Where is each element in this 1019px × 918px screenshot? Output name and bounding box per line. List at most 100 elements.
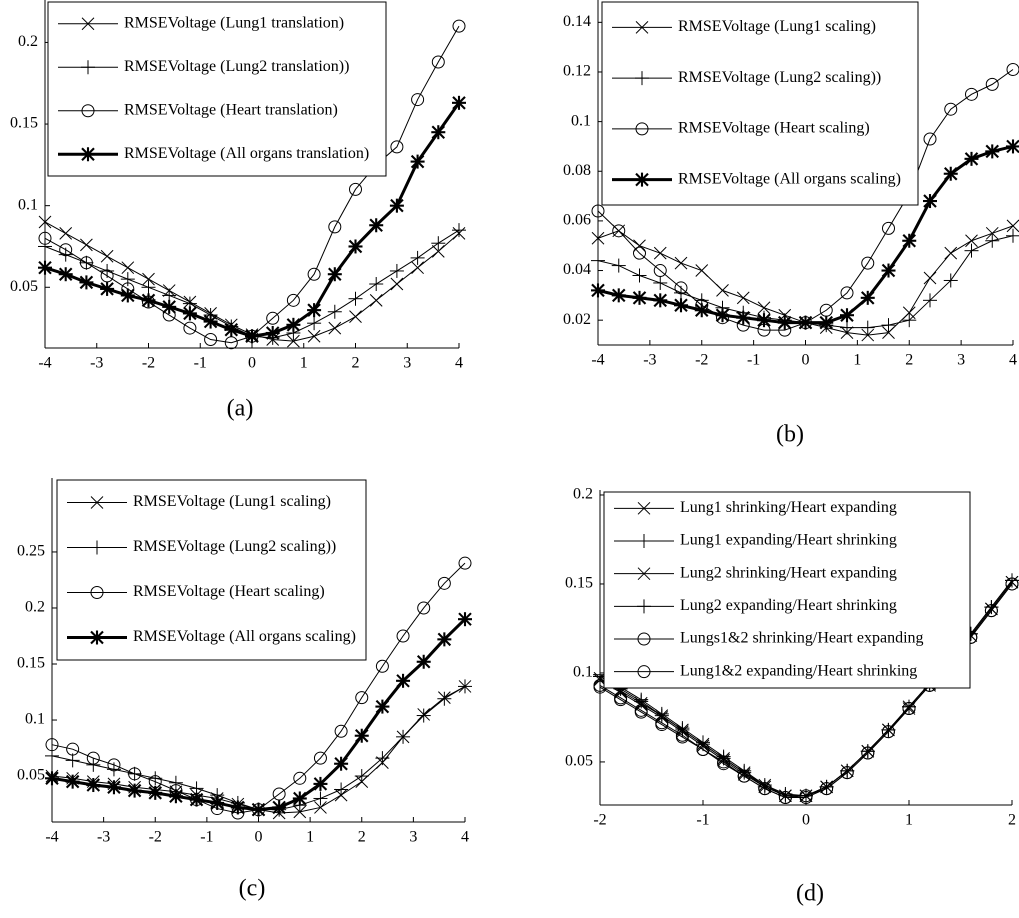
data-point	[860, 320, 875, 335]
marker-circle	[38, 231, 52, 245]
legend-label: Lung2 shrinking/Heart expanding	[680, 564, 897, 581]
marker-circle	[614, 691, 628, 705]
data-point	[141, 293, 156, 308]
marker-circle	[293, 771, 307, 785]
legend-marker	[81, 17, 95, 31]
marker-circle	[902, 702, 916, 716]
legend-marker	[81, 104, 95, 118]
x-tick-label: -2	[593, 812, 606, 829]
marker-circle	[674, 281, 688, 295]
data-point	[86, 757, 101, 772]
y-tick-label: 0.04	[563, 261, 591, 278]
marker-circle	[313, 751, 327, 765]
marker-circle	[183, 321, 197, 335]
data-point	[634, 703, 648, 717]
data-point	[696, 735, 710, 750]
marker-circle	[840, 286, 854, 300]
data-point	[840, 286, 854, 300]
x-tick-label: 0	[255, 829, 263, 846]
x-tick-label: -3	[90, 355, 103, 372]
legend-label: RMSEVoltage (Lung2 scaling))	[678, 69, 881, 86]
data-point	[902, 313, 917, 328]
data-point	[416, 654, 431, 669]
marker-circle	[778, 791, 792, 805]
data-point	[696, 742, 710, 756]
data-point	[390, 140, 404, 154]
x-tick-label: 0	[248, 355, 256, 372]
legend-label: Lung1&2 expanding/Heart shrinking	[680, 662, 917, 679]
marker-circle	[411, 93, 425, 107]
data-point	[985, 226, 999, 240]
data-point	[861, 256, 875, 270]
data-point	[923, 132, 937, 146]
data-point	[334, 756, 349, 771]
panel: -4 -3 -2 -1 0 1 2 3 4 0.02 0.04 0.06 0.08 0.1 0.12 0.14…	[563, 0, 1019, 448]
marker-stroke	[633, 239, 646, 253]
marker-stroke	[716, 284, 729, 297]
y-tick-label: 0.2	[25, 599, 45, 616]
marker-circle	[204, 333, 218, 347]
data-point	[354, 769, 369, 784]
marker-circle	[637, 632, 651, 646]
data-point	[120, 272, 135, 287]
panel-label: (c)	[239, 876, 266, 902]
data-point	[272, 787, 286, 801]
data-point	[452, 95, 466, 110]
data-point	[437, 632, 452, 647]
x-tick-label: 2	[1008, 812, 1016, 829]
marker-circle	[328, 220, 342, 234]
data-point	[369, 218, 384, 233]
legend-box	[47, 1, 387, 177]
data-point	[737, 763, 752, 778]
data-point	[452, 19, 466, 33]
marker-stroke	[882, 326, 895, 339]
data-point	[736, 291, 750, 305]
data-point	[389, 263, 404, 278]
data-point	[182, 306, 197, 321]
data-point	[881, 318, 896, 333]
data-point	[369, 293, 383, 307]
data-point	[100, 281, 115, 296]
data-point	[127, 783, 142, 798]
data-point	[189, 792, 204, 807]
data-point	[431, 245, 445, 258]
data-point	[265, 325, 280, 340]
marker-stroke	[944, 246, 958, 260]
legend-box	[601, 1, 919, 206]
x-tick-label: 0	[802, 352, 810, 369]
data-point	[777, 315, 792, 330]
marker-circle	[396, 629, 410, 643]
data-point	[59, 227, 73, 240]
data-point	[292, 791, 307, 806]
marker-stroke	[121, 261, 135, 275]
x-tick-label: -2	[695, 352, 708, 369]
marker-circle	[81, 104, 95, 118]
x-tick-label: 1	[306, 829, 314, 846]
marker-circle	[717, 755, 731, 769]
marker-stroke	[923, 271, 937, 285]
x-tick-label: 4	[455, 355, 463, 372]
marker-circle	[985, 77, 999, 91]
y-tick-label: 0.25	[17, 543, 45, 560]
marker-stroke	[736, 291, 750, 305]
data-point	[923, 271, 937, 285]
marker-circle	[224, 336, 238, 350]
data-point	[86, 778, 101, 793]
data-point	[410, 250, 425, 265]
legend-marker	[637, 567, 651, 581]
data-point	[840, 320, 854, 335]
y-tick-label: 0.08	[563, 162, 591, 179]
marker-circle	[675, 728, 689, 742]
legend-marker	[635, 21, 649, 34]
marker-stroke	[637, 501, 651, 515]
data-point	[985, 77, 999, 91]
data-point	[355, 691, 369, 705]
panel: -2 -1 0 1 2 0.05 0.1 0.15 0.2 Lung1 shrinking/Hea…	[565, 486, 1019, 907]
x-tick-label: -1	[747, 352, 760, 369]
y-tick-label: 0.06	[563, 212, 591, 229]
data-point	[183, 321, 197, 335]
data-point	[840, 308, 854, 323]
data-point	[943, 273, 958, 288]
legend: RMSEVoltage (Lung1 translation) RMSEVolta…	[47, 1, 387, 177]
marker-circle	[45, 738, 59, 752]
